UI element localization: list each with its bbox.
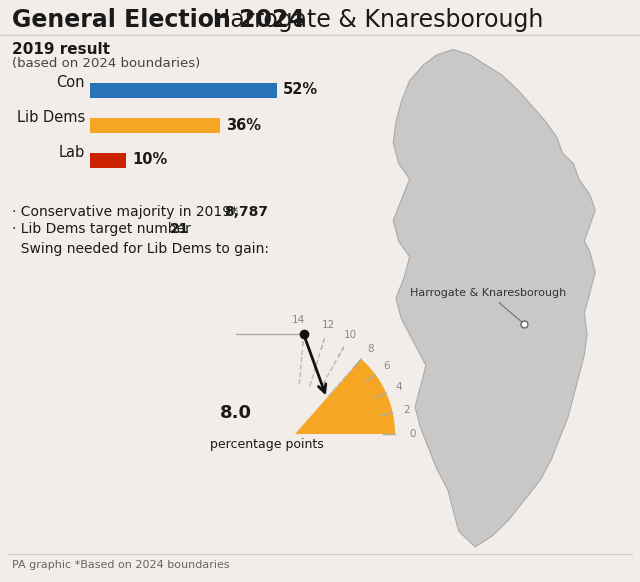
Text: 21: 21: [170, 222, 189, 236]
Text: 8,787: 8,787: [224, 205, 268, 219]
Text: 14: 14: [292, 315, 305, 325]
Text: · Conservative majority in 2019*: · Conservative majority in 2019*: [12, 205, 243, 219]
Text: 8: 8: [367, 343, 374, 353]
Text: 52%: 52%: [284, 83, 318, 98]
Bar: [90, 152, 126, 168]
Text: General Election 2024: General Election 2024: [12, 8, 305, 32]
Text: 6: 6: [383, 361, 390, 371]
Bar: [90, 83, 277, 98]
Bar: [90, 118, 220, 133]
Text: 2019 result: 2019 result: [12, 42, 110, 57]
Text: Lab: Lab: [59, 145, 85, 160]
Text: (based on 2024 boundaries): (based on 2024 boundaries): [12, 57, 200, 70]
Text: 4: 4: [396, 382, 402, 392]
Text: Con: Con: [56, 75, 85, 90]
Text: 12: 12: [322, 320, 335, 330]
Text: · Lib Dems target number: · Lib Dems target number: [12, 222, 195, 236]
Text: Harrogate & Knaresborough: Harrogate & Knaresborough: [410, 288, 566, 322]
Text: 10: 10: [344, 329, 357, 339]
Polygon shape: [393, 49, 595, 547]
Text: PA graphic *Based on 2024 boundaries: PA graphic *Based on 2024 boundaries: [12, 560, 230, 570]
Text: 10%: 10%: [132, 152, 167, 168]
Text: Swing needed for Lib Dems to gain:: Swing needed for Lib Dems to gain:: [12, 242, 269, 256]
Text: 8.0: 8.0: [220, 404, 252, 422]
Text: Harrogate & Knaresborough: Harrogate & Knaresborough: [205, 8, 543, 32]
Text: Lib Dems: Lib Dems: [17, 110, 85, 125]
Text: percentage points: percentage points: [210, 438, 324, 451]
Text: 2: 2: [403, 405, 410, 415]
Polygon shape: [295, 359, 395, 434]
Text: 0: 0: [409, 429, 415, 439]
Text: 36%: 36%: [226, 118, 260, 133]
